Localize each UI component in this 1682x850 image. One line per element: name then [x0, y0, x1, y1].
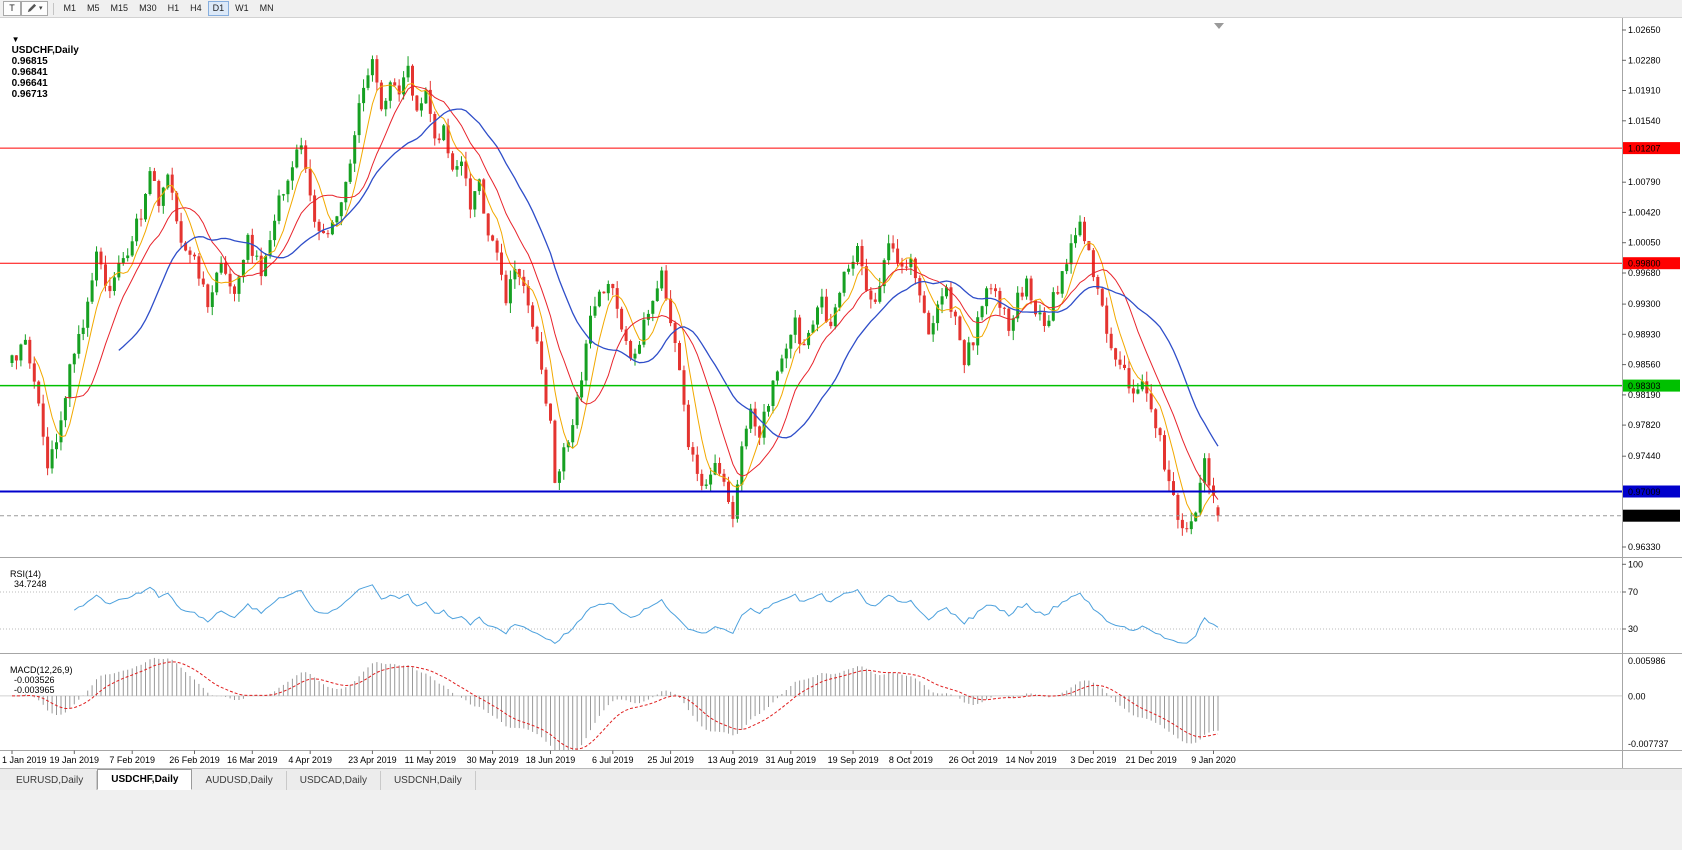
timeframe-h4[interactable]: H4	[185, 1, 207, 16]
svg-text:0.96330: 0.96330	[1628, 542, 1661, 552]
timeframe-mn[interactable]: MN	[255, 1, 279, 16]
timeframe-h1[interactable]: H1	[163, 1, 185, 16]
svg-text:1.01910: 1.01910	[1628, 86, 1661, 96]
tab-eurusd-daily[interactable]: EURUSD,Daily	[3, 771, 98, 790]
macd-panel	[0, 657, 1622, 750]
price-badge: 0.96713	[1623, 509, 1680, 522]
svg-text:19 Jan 2019: 19 Jan 2019	[50, 755, 100, 765]
svg-text:9 Jan 2020: 9 Jan 2020	[1191, 755, 1236, 765]
svg-text:0.98190: 0.98190	[1628, 390, 1661, 400]
pencil-icon	[26, 2, 37, 15]
panel-separators	[0, 18, 1682, 768]
svg-text:25 Jul 2019: 25 Jul 2019	[647, 755, 694, 765]
rsi-panel	[0, 584, 1622, 645]
svg-text:0.97440: 0.97440	[1628, 451, 1661, 461]
slow-ma-line	[118, 108, 1219, 447]
svg-text:0.99680: 0.99680	[1628, 268, 1661, 278]
svg-text:0.005986: 0.005986	[1628, 656, 1666, 666]
svg-text:1.01540: 1.01540	[1628, 116, 1661, 126]
price-badge: 0.99800	[1623, 257, 1680, 270]
timeframe-m15[interactable]: M15	[106, 1, 134, 16]
svg-text:18 Jun 2019: 18 Jun 2019	[526, 755, 576, 765]
macd-histogram	[15, 657, 1219, 750]
svg-text:1.00050: 1.00050	[1628, 238, 1661, 248]
date-axis: 1 Jan 2019 19 Jan 2019 7 Feb 2019 26 Feb 20…	[2, 750, 1236, 765]
templates-button-label: T	[9, 3, 15, 13]
svg-text:13 Aug 2019: 13 Aug 2019	[708, 755, 759, 765]
tab-usdchf-daily[interactable]: USDCHF,Daily	[97, 769, 193, 790]
svg-text:31 Aug 2019: 31 Aug 2019	[766, 755, 817, 765]
svg-text:70: 70	[1628, 587, 1638, 597]
svg-text:30: 30	[1628, 624, 1638, 634]
svg-text:23 Apr 2019: 23 Apr 2019	[348, 755, 397, 765]
svg-text:1.02280: 1.02280	[1628, 55, 1661, 65]
svg-text:6 Jul 2019: 6 Jul 2019	[592, 755, 634, 765]
svg-text:1.01207: 1.01207	[1628, 144, 1661, 154]
price-badge: 0.98303	[1623, 379, 1680, 392]
mid-ma-line	[65, 85, 1219, 500]
draw-tool-button[interactable]: ▾	[21, 1, 48, 16]
macd-signal-line	[12, 661, 1219, 750]
svg-text:26 Oct 2019: 26 Oct 2019	[949, 755, 998, 765]
price-axis: 1.02650 1.02280 1.01910 1.01540 1.00790 1.004…	[1622, 25, 1680, 552]
svg-text:0.98303: 0.98303	[1628, 381, 1661, 391]
horizontal-lines-layer	[0, 147, 1622, 493]
chevron-down-icon: ▾	[39, 5, 43, 12]
status-area	[0, 790, 1682, 850]
svg-text:0.98930: 0.98930	[1628, 329, 1661, 339]
svg-text:21 Dec 2019: 21 Dec 2019	[1126, 755, 1177, 765]
macd-axis: 0.005986 0.00 -0.007737	[1628, 656, 1669, 749]
svg-text:100: 100	[1628, 559, 1643, 569]
tab-usdcad-daily[interactable]: USDCAD,Daily	[287, 771, 381, 790]
svg-text:0.99300: 0.99300	[1628, 299, 1661, 309]
chart-shift-marker-icon	[1214, 23, 1224, 29]
toolbar-separator	[52, 2, 54, 15]
svg-text:14 Nov 2019: 14 Nov 2019	[1006, 755, 1057, 765]
toolbar: T ▾ M1 M5 M15 M30 H1 H4 D1 W1 MN	[0, 0, 1682, 18]
timeframe-m5[interactable]: M5	[82, 1, 105, 16]
candles-layer	[10, 55, 1220, 536]
svg-text:26 Feb 2019: 26 Feb 2019	[169, 755, 220, 765]
price-badge: 1.01207	[1623, 142, 1680, 155]
svg-text:8 Oct 2019: 8 Oct 2019	[889, 755, 933, 765]
fast-ma-line	[33, 82, 1219, 519]
svg-text:7 Feb 2019: 7 Feb 2019	[109, 755, 155, 765]
chart-tabbar: EURUSD,Daily USDCHF,Daily AUDUSD,Daily USDC…	[0, 768, 1682, 790]
svg-text:16 Mar 2019: 16 Mar 2019	[227, 755, 278, 765]
chart-canvas[interactable]: 1.02650 1.02280 1.01910 1.01540 1.00790 1.004…	[0, 18, 1682, 768]
tab-audusd-daily[interactable]: AUDUSD,Daily	[192, 771, 287, 790]
svg-text:19 Sep 2019: 19 Sep 2019	[828, 755, 879, 765]
svg-text:3 Dec 2019: 3 Dec 2019	[1070, 755, 1116, 765]
svg-text:1.00790: 1.00790	[1628, 177, 1661, 187]
timeframe-w1[interactable]: W1	[230, 1, 254, 16]
svg-text:0.99800: 0.99800	[1628, 259, 1661, 269]
svg-text:0.00: 0.00	[1628, 691, 1646, 701]
svg-text:1.02650: 1.02650	[1628, 25, 1661, 35]
price-badge: 0.97009	[1623, 485, 1680, 498]
timeframe-m1[interactable]: M1	[59, 1, 82, 16]
svg-text:0.97009: 0.97009	[1628, 487, 1661, 497]
svg-text:-0.007737: -0.007737	[1628, 739, 1669, 749]
svg-text:11 May 2019: 11 May 2019	[405, 755, 456, 765]
svg-text:0.96713: 0.96713	[1628, 511, 1661, 521]
templates-button[interactable]: T	[3, 1, 21, 16]
svg-text:4 Apr 2019: 4 Apr 2019	[288, 755, 332, 765]
moving-averages-layer	[33, 82, 1219, 519]
rsi-axis: 100 70 30	[1622, 559, 1643, 634]
timeframe-buttons: M1 M5 M15 M30 H1 H4 D1 W1 MN	[59, 1, 279, 16]
svg-text:0.98560: 0.98560	[1628, 360, 1661, 370]
svg-text:1.00420: 1.00420	[1628, 207, 1661, 217]
svg-text:1 Jan 2019: 1 Jan 2019	[2, 755, 47, 765]
timeframe-m30[interactable]: M30	[134, 1, 162, 16]
timeframe-d1[interactable]: D1	[207, 1, 230, 16]
svg-text:30 May 2019: 30 May 2019	[467, 755, 519, 765]
rsi-line	[74, 584, 1219, 645]
svg-text:0.97820: 0.97820	[1628, 420, 1661, 430]
tab-usdcnh-daily[interactable]: USDCNH,Daily	[381, 771, 476, 790]
